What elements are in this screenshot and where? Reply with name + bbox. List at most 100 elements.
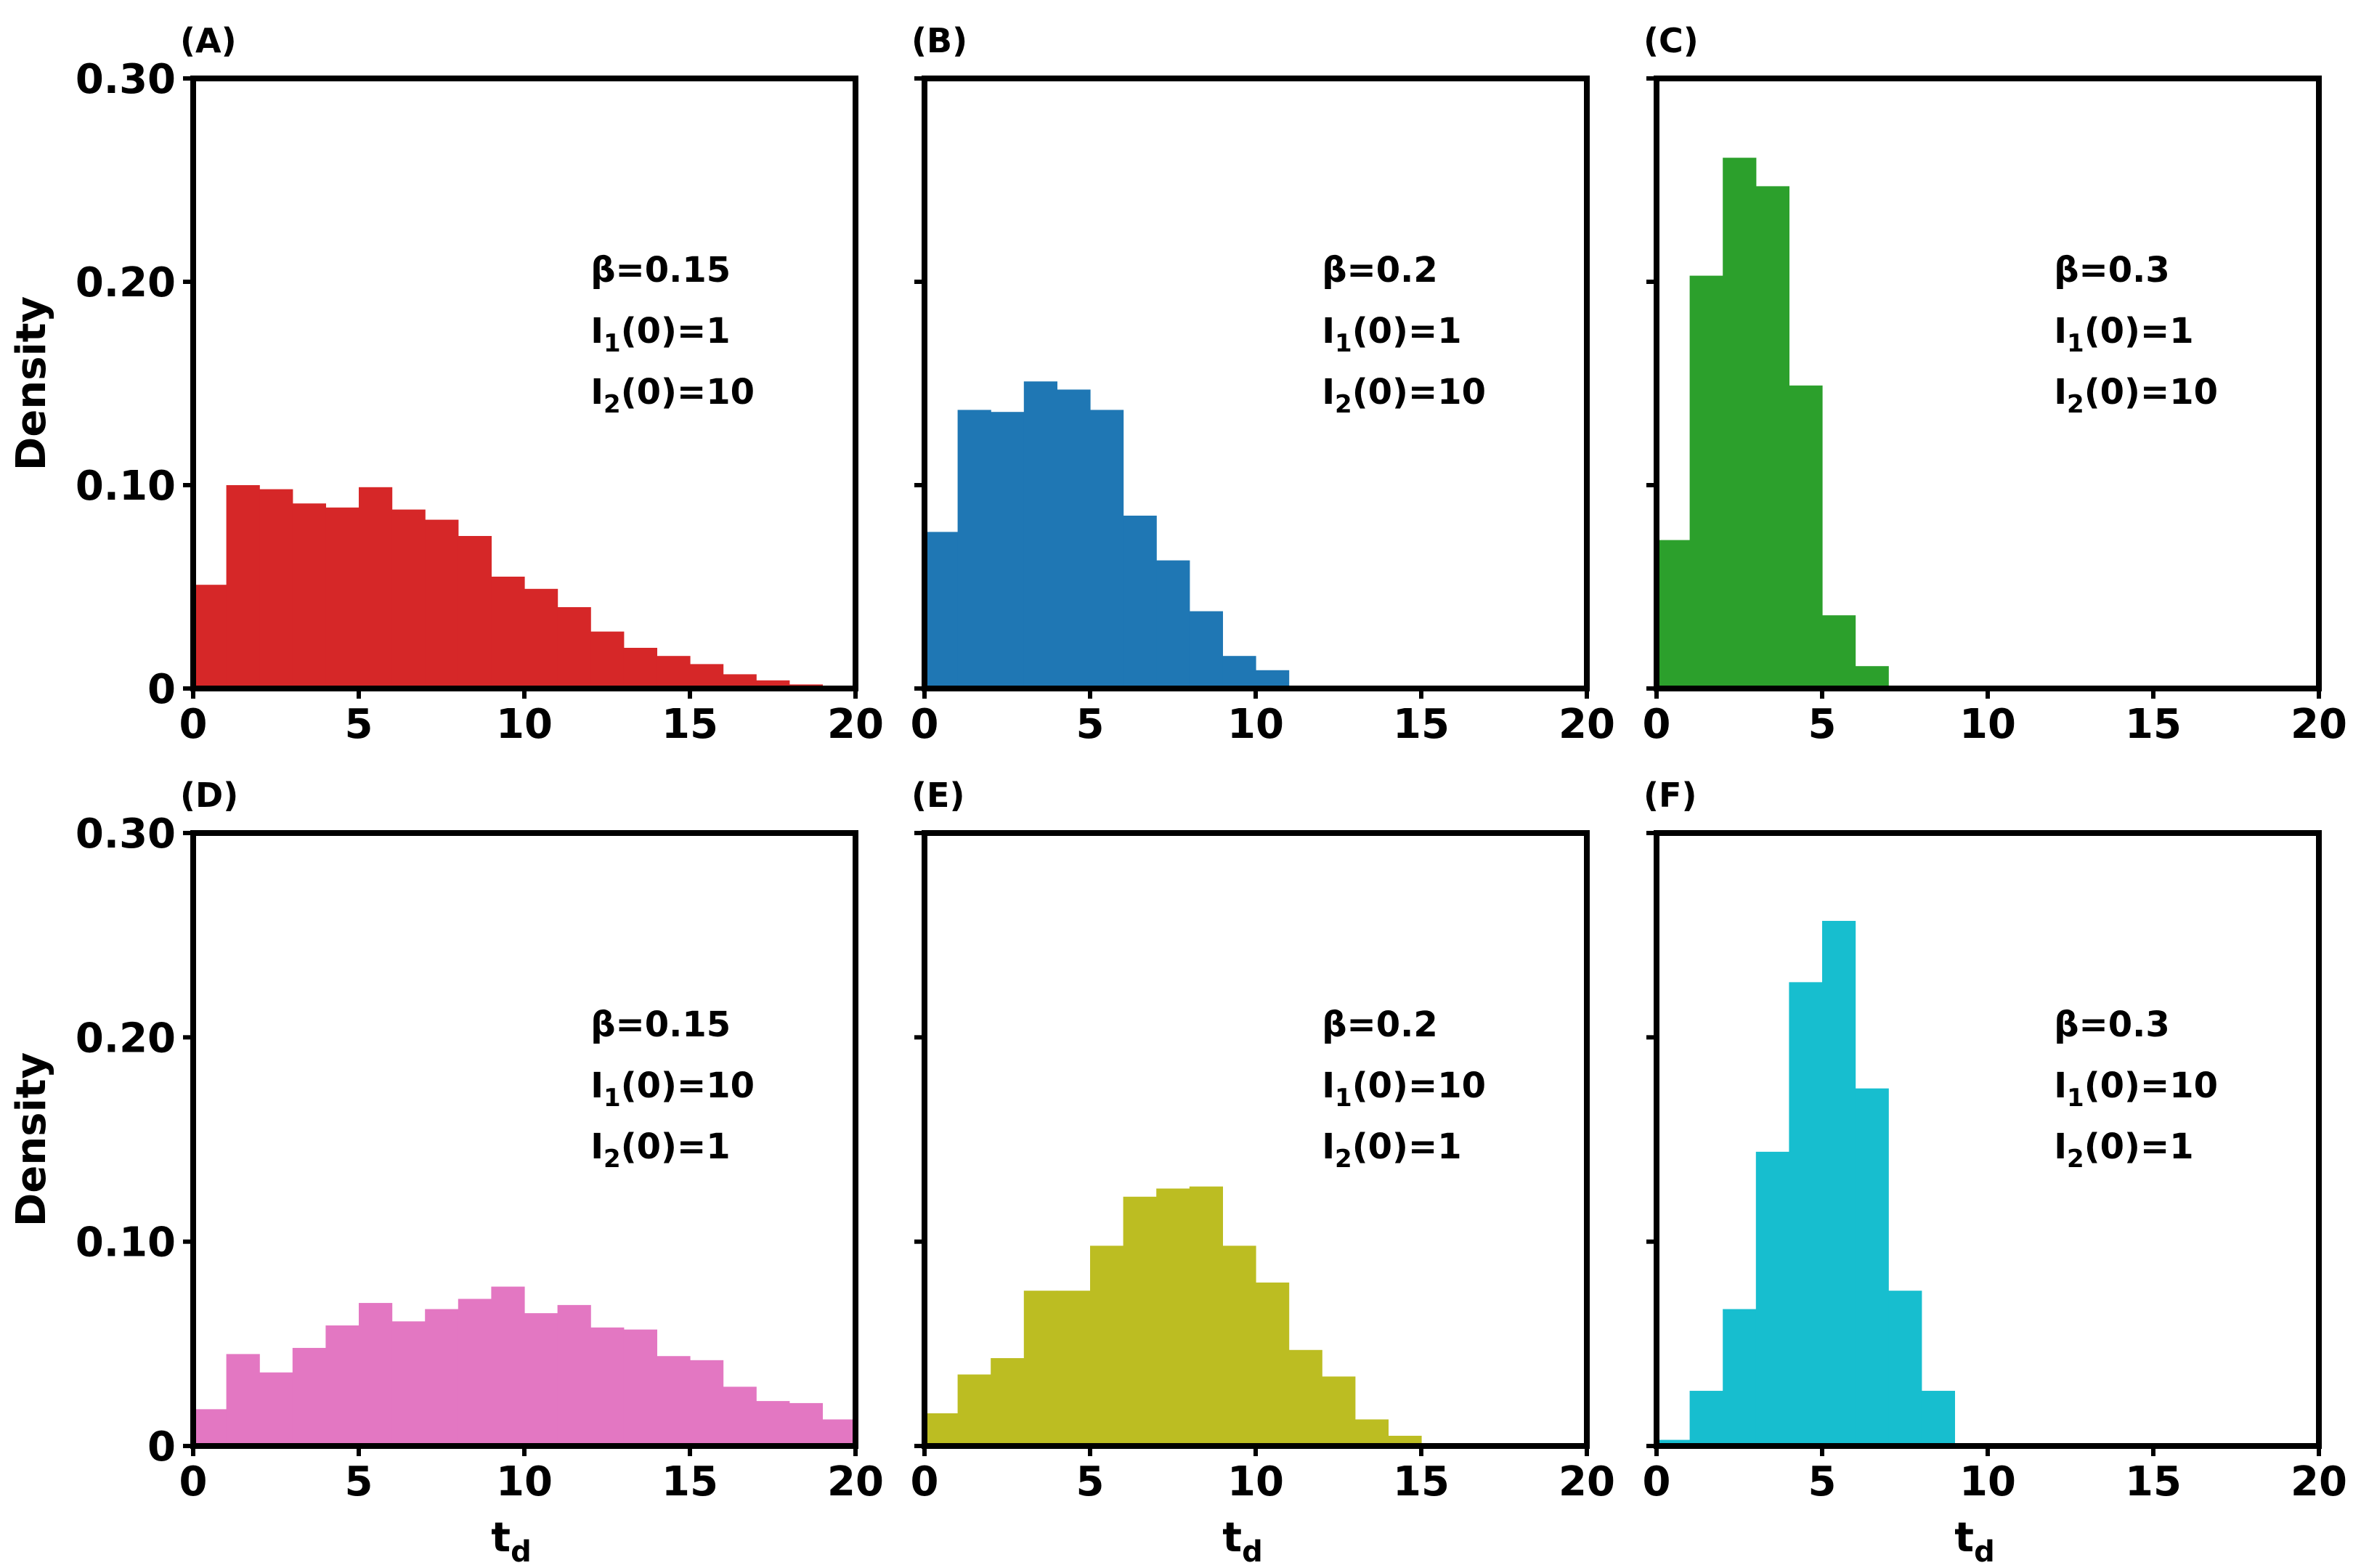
annotation-beta: β=0.2 [1322,250,1438,291]
x-tick-label: 15 [1393,1458,1450,1506]
histogram-bar [1222,1246,1256,1446]
annotation-i2-symbol: I [590,372,604,413]
panel-label: (A) [180,21,237,60]
y-tick-label: 0.20 [76,259,176,306]
histogram-bar [1354,1419,1389,1446]
histogram-bar [1888,1291,1922,1446]
histogram-bar [1822,615,1856,688]
histogram-bar [557,1304,591,1446]
histogram-bar [690,1360,724,1446]
x-tick-label: 10 [1959,701,2016,748]
annotation-i2-symbol: I [1322,372,1335,413]
x-tick-label: 20 [1559,701,1615,748]
y-tick-label: 0.10 [76,463,176,510]
annotation-i1-subscript: 1 [604,329,621,358]
histogram-bar [1322,1376,1356,1446]
annotation-i2: I2(0)=10 [1322,372,1486,419]
annotation-i1: I1(0)=1 [2054,311,2193,358]
annotation-i1: I1(0)=10 [590,1065,755,1113]
histogram-bar [491,1286,525,1446]
histogram-bar [1657,1439,1691,1446]
y-tick-label: 0.30 [76,811,176,858]
x-tick-label: 20 [827,1458,884,1506]
annotation-beta: β=0.2 [1322,1004,1438,1045]
histogram-bar [325,1325,359,1446]
y-axis-title: Density [8,1052,55,1227]
histogram-bar [1023,1291,1057,1446]
y-tick-label: 0 [147,1423,176,1471]
annotation-i1: I1(0)=10 [1322,1065,1486,1113]
x-tick-label: 15 [662,1458,718,1506]
histogram-bar [425,1309,459,1446]
histogram-bar [1755,1151,1789,1446]
x-tick-label: 10 [1227,701,1284,748]
annotation-beta: β=0.15 [590,1004,731,1045]
annotation-i1-subscript: 1 [2067,329,2084,358]
histogram-bar [1256,670,1290,688]
x-axis-title-subscript: d [511,1535,532,1568]
histogram-bar [458,536,492,688]
annotation-i1-symbol: I [1322,1065,1335,1106]
y-tick-label: 0 [147,666,176,713]
histogram-bar [1657,540,1691,688]
annotation-i1-value: (0)=10 [2084,1065,2218,1106]
panel-label: (C) [1643,21,1699,60]
histogram-bar [925,532,959,688]
histogram-bar [1689,1391,1723,1446]
histogram-bar [1855,666,1889,688]
annotation-i2-symbol: I [1322,1126,1335,1167]
x-tick-label: 15 [662,701,718,748]
annotation-i2: I2(0)=1 [2054,1126,2193,1174]
histogram-bar [991,1358,1025,1446]
annotation-i2: I2(0)=1 [1322,1126,1461,1174]
annotation-beta: β=0.15 [590,250,731,291]
histogram-bar [657,656,691,688]
histogram-bar [623,1329,657,1446]
panel-a: 0 5 10 15 2000.100.200.30(A)β=0.15I1(0)=1I2(… [8,21,884,748]
annotation-i2-symbol: I [2054,372,2067,413]
annotation-i1-subscript: 1 [604,1084,621,1113]
x-tick-label: 10 [496,701,553,748]
histogram-bar [822,1419,856,1446]
histogram-bar [458,1299,492,1446]
histogram-bar [756,680,790,688]
x-tick-label: 20 [827,701,884,748]
x-tick-label: 15 [1393,701,1450,748]
annotation-i2-subscript: 2 [1335,1145,1352,1174]
histogram-bar [1822,920,1856,1446]
annotation-i1-symbol: I [2054,311,2067,352]
histogram-bar [789,1402,823,1446]
histogram-bar [1057,1291,1091,1446]
x-tick-label: 0 [179,701,208,748]
histogram-bar [193,1409,227,1446]
histogram-bar [292,1347,326,1446]
x-tick-label: 0 [1643,1458,1671,1506]
histogram-bar [359,1303,393,1446]
histogram-bar [1723,158,1757,688]
histogram-bar [491,577,525,688]
histogram-bar [226,1354,260,1446]
annotation-i2-symbol: I [590,1126,604,1167]
annotation-i1-value: (0)=10 [621,1065,755,1106]
annotation-i2-value: (0)=1 [621,1126,731,1167]
annotation-i1: I1(0)=1 [1322,311,1461,358]
x-tick-label: 20 [2291,701,2347,748]
x-axis-title-main: t [1954,1514,1974,1561]
histogram-bar [425,519,459,688]
histogram-bar [193,585,227,688]
panel-label: (D) [180,776,238,815]
annotation-i2-subscript: 2 [604,1145,621,1174]
histogram-bar [623,648,657,688]
histogram-bar [590,631,625,688]
histogram-bar [557,607,591,688]
annotation-i2-subscript: 2 [604,390,621,419]
panel-d: 0 5 10 15 2000.100.200.30(D)β=0.15I1(0)=10I2… [8,776,884,1568]
annotation-beta: β=0.3 [2054,1004,2170,1045]
histogram-bar [957,1374,991,1446]
histogram-bar [957,410,991,688]
histogram-bar [991,412,1025,688]
histogram-bar [259,1372,293,1446]
histogram-bar [524,1313,558,1446]
